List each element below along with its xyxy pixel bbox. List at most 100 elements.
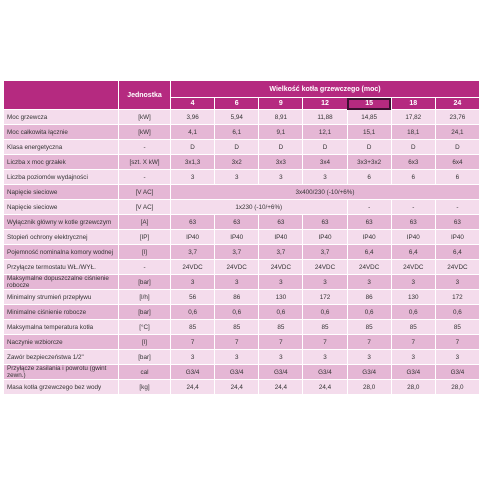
column-header: 15 (346, 97, 392, 110)
unit-header: Jednostka (118, 80, 171, 110)
cell-value: 7 (302, 334, 348, 350)
cell-value: IP40 (434, 229, 481, 245)
cell-value: 12,1 (302, 124, 348, 140)
cell-value: 63 (434, 214, 481, 230)
cell-value: D (169, 139, 216, 155)
cell-value: 6 (434, 169, 481, 185)
cell-value: 3x1,3 (169, 154, 216, 170)
cell-value: 24,4 (169, 379, 216, 395)
cell-value: 0,6 (434, 304, 481, 320)
table-row: Moc całkowita łącznie [kW] 4,1 6,1 9,1 12,1 15… (3, 124, 481, 140)
cell-value: D (302, 139, 348, 155)
cell-value: 9,1 (258, 124, 304, 140)
row-unit: [l] (118, 244, 171, 260)
row-label: Wyłącznik główny w kotle grzewczym (3, 214, 119, 230)
cell-value: 6,1 (214, 124, 260, 140)
row-unit: [°C] (118, 319, 171, 335)
cell-value: IP40 (169, 229, 216, 245)
cell-value: IP40 (346, 229, 392, 245)
table-row: Napięcie sieciowe [V AC] 1x230 (-10/+6%) - -… (3, 199, 481, 215)
cell-value: 63 (346, 214, 392, 230)
cell-value: 6,4 (434, 244, 481, 260)
table-row: Naczynie wzbiorcze [l] 7 7 7 7 7 7 7 (3, 334, 481, 350)
cell-value: 3x4 (302, 154, 348, 170)
cell-value: 3x400/230 (-10/+6%) (170, 184, 480, 200)
cell-value: 7 (434, 334, 481, 350)
cell-value: G3/4 (258, 364, 304, 380)
cell-value: 24VDC (346, 259, 392, 275)
row-unit: [kW] (118, 124, 171, 140)
group-header: Wielkość kotła grzewczego (moc) (170, 80, 480, 98)
cell-value: D (346, 139, 392, 155)
table-row: Liczba poziomów wydajności -3 3 3 3 6 6 6 (3, 169, 481, 185)
row-label: Maksymalne dopuszczalne ciśnienie robocz… (3, 274, 119, 290)
row-label: Liczba poziomów wydajności (3, 169, 119, 185)
cell-value: 18,1 (390, 124, 436, 140)
column-header: 18 (390, 97, 436, 110)
cell-value: G3/4 (434, 364, 481, 380)
cell-value: 0,6 (346, 304, 392, 320)
row-unit: [l] (118, 334, 171, 350)
row-unit: cal (118, 364, 171, 380)
cell-value: 28,0 (346, 379, 392, 395)
cell-value: 56 (169, 289, 216, 305)
row-unit: - (118, 169, 171, 185)
cell-value: G3/4 (169, 364, 216, 380)
cell-value: 3 (302, 274, 348, 290)
cell-value: 24VDC (302, 259, 348, 275)
cell-value: 3 (258, 349, 304, 365)
cell-value: 3x3+3x2 (346, 154, 392, 170)
cell-value: 3 (302, 349, 348, 365)
empty-header (3, 80, 119, 110)
cell-value: G3/4 (214, 364, 260, 380)
cell-value: 6 (390, 169, 436, 185)
cell-value: 63 (302, 214, 348, 230)
cell-value: D (390, 139, 436, 155)
cell-value: 24,4 (302, 379, 348, 395)
cell-value: 86 (346, 289, 392, 305)
table-row: Maksymalna temperatura kotła [°C] 85 85 85 85… (3, 319, 481, 335)
row-unit: [bar] (118, 304, 171, 320)
table-row: Liczba x moc grzałek [szt. X kW] 3x1,3 3x2 3… (3, 154, 481, 170)
cell-value: 6x4 (434, 154, 481, 170)
cell-value: 85 (346, 319, 392, 335)
cell-value: 3,96 (169, 109, 216, 125)
row-unit: [l/h] (118, 289, 171, 305)
cell-value: 5,94 (214, 109, 260, 125)
row-label: Maksymalna temperatura kotła (3, 319, 119, 335)
row-label: Naczynie wzbiorcze (3, 334, 119, 350)
cell-value: 24VDC (390, 259, 436, 275)
row-label: Moc grzewcza (3, 109, 119, 125)
cell-value: 6x3 (390, 154, 436, 170)
cell-value: 85 (258, 319, 304, 335)
cell-value: 3,7 (302, 244, 348, 260)
cell-value: 11,88 (302, 109, 348, 125)
cell-value: 0,6 (258, 304, 304, 320)
cell-value: 6 (346, 169, 392, 185)
row-label: Napięcie sieciowe (3, 199, 119, 215)
cell-value: 3 (434, 349, 481, 365)
cell-value: 1x230 (-10/+6%) (170, 199, 348, 215)
cell-value: IP40 (390, 229, 436, 245)
cell-value: IP40 (214, 229, 260, 245)
row-label: Zawór bezpieczeństwa 1/2" (3, 349, 119, 365)
cell-value: 28,0 (390, 379, 436, 395)
row-unit: [V AC] (118, 184, 171, 200)
table-row: Klasa energetyczna - D D D D D D D (3, 139, 481, 155)
table-row: Minimalny strumień przepływu [l/h] 56 86 130… (3, 289, 481, 305)
table-row: Zawór bezpieczeństwa 1/2" [bar] 3 3 3 3 3 3 3 (3, 349, 481, 365)
cell-value: 3 (346, 274, 392, 290)
cell-value: 3 (390, 349, 436, 365)
row-unit: - (118, 259, 171, 275)
cell-value: 3 (169, 274, 216, 290)
cell-value: 0,6 (390, 304, 436, 320)
cell-value: 172 (434, 289, 481, 305)
cell-value: 63 (390, 214, 436, 230)
row-unit: [kg] (118, 379, 171, 395)
row-unit: [bar] (118, 274, 171, 290)
cell-value: 3,7 (214, 244, 260, 260)
table-row: Napięcie sieciowe [V AC] 3x400/230 (-10/+6… (3, 184, 480, 200)
cell-value: 6,4 (346, 244, 392, 260)
cell-value: 3,7 (258, 244, 304, 260)
